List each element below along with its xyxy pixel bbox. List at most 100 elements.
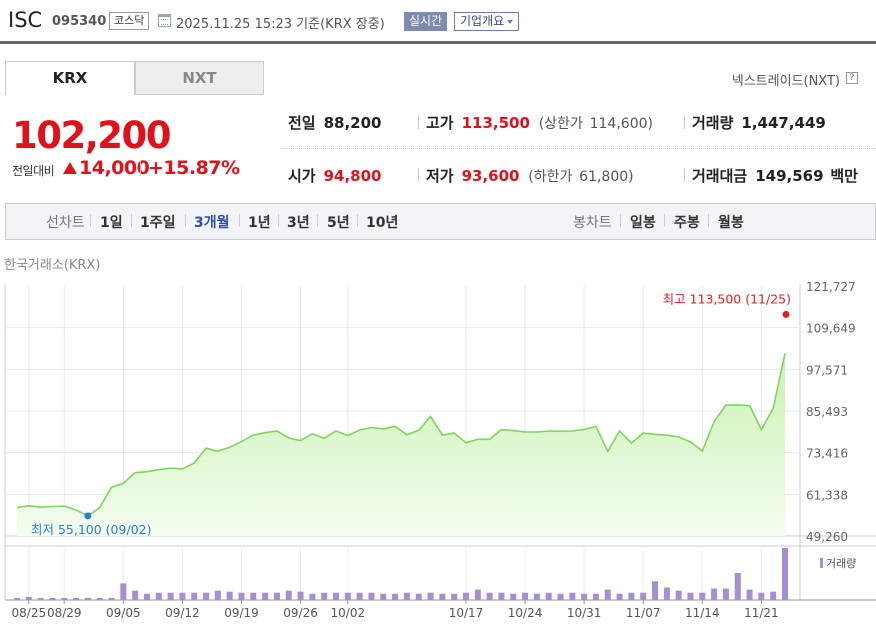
y-tick-label: 85,493 [806,405,848,419]
volume-bar [132,590,139,600]
volume-bar [250,592,257,600]
period-1y[interactable]: 1년 [248,215,271,231]
divider [708,214,709,227]
volume-bar [451,593,458,600]
stat-label: 전일 [288,114,316,132]
volume-bar [273,592,280,600]
volume-bar [403,592,410,600]
divider [620,214,621,227]
volume-bar [699,592,706,600]
candle-chart-label: 봉차트 [573,215,612,231]
x-tick-label: 10/24 [508,606,543,620]
period-1w[interactable]: 1주일 [140,215,176,231]
stock-header [0,0,876,44]
data-source-label: 한국거래소(KRX) [4,258,101,273]
volume-bar [722,588,729,600]
candle-monthly[interactable]: 월봉 [718,215,744,231]
volume-bar [557,593,564,600]
volume-bar [462,592,469,600]
volume-bar [734,572,741,600]
volume-bar [640,592,647,600]
stat-value: 113,500 [461,114,530,132]
line-chart-label: 선차트 [46,215,85,231]
volume-bar [14,597,20,600]
realtime-badge[interactable]: 실시간 [404,12,448,31]
volume-bar [604,589,611,600]
x-tick-label: 10/17 [449,606,484,620]
volume-bar [522,592,529,600]
divider [185,214,186,227]
volume-bar [782,548,788,600]
volume-bar [415,593,422,600]
calendar-icon [158,14,171,27]
tab-krx[interactable]: KRX [5,61,135,95]
divider [357,214,358,227]
volume-bar [155,592,162,600]
max-marker [782,310,790,318]
chevron-down-icon [507,19,514,24]
volume-bar [746,589,753,600]
divider [664,214,665,227]
current-price: 102,200 [12,114,172,157]
period-5y[interactable]: 5년 [327,215,350,231]
period-3y[interactable]: 3년 [287,215,310,231]
volume-bar [108,597,115,600]
volume-bar [439,593,446,600]
volume-bar [533,593,540,600]
x-tick-label: 11/14 [685,606,720,620]
volume-bar [25,596,32,600]
volume-bar [226,591,233,600]
volume-bar [427,592,434,600]
y-tick-label: 109,649 [806,322,856,336]
volume-bar [297,591,304,600]
volume-legend-label: 거래량 [826,557,856,570]
y-tick-label: 121,727 [806,280,856,294]
volume-bar [84,597,91,600]
stat-value: 149,569 [755,167,824,185]
divider [418,168,419,182]
stat-lower-limit-label: (하한가 [528,169,573,185]
volume-bar [321,592,328,600]
stat-label: 시가 [288,167,316,185]
stat-unit: 백만 [830,167,858,185]
divider [317,214,318,227]
candle-weekly[interactable]: 주봉 [674,215,700,231]
volume-bar [356,592,363,600]
price-area [17,353,785,536]
y-tick-label: 73,416 [806,447,848,461]
tab-nxt[interactable]: NXT [135,61,264,95]
volume-bar [238,592,245,600]
period-10y[interactable]: 10년 [366,215,399,231]
volume-bar [285,590,292,600]
volume-bar [770,591,777,600]
stat-amount: 거래대금 149,569 백만 [692,165,858,186]
stat-high: 고가 113,500 (상한가 114,600) [426,112,653,133]
candle-daily[interactable]: 일봉 [630,215,656,231]
stat-value: 88,200 [323,114,382,132]
divider [684,115,685,129]
volume-bar [581,593,588,600]
stat-upper-limit-label: (상한가 [538,116,583,132]
price-line [16,353,786,517]
stat-upper-limit: 114,600) [589,116,653,132]
y-tick-label: 49,260 [806,530,848,544]
period-1d[interactable]: 1일 [100,215,123,231]
company-overview-button[interactable]: 기업개요 [454,12,520,31]
stat-value: 93,600 [461,167,520,185]
x-tick-label: 10/02 [331,606,366,620]
volume-bar [392,593,399,600]
volume-legend-swatch [820,558,823,568]
up-arrow-icon [63,162,77,174]
stat-value: 94,800 [323,167,382,185]
header-datetime: 2025.11.25 15:23 기준(KRX 장중) [176,13,385,32]
help-icon[interactable]: ? [846,72,858,84]
volume-bar [628,592,635,600]
volume-bar [120,583,127,600]
volume-bar [592,593,599,600]
period-3m[interactable]: 3개월 [194,215,230,231]
volume-bar [214,590,221,600]
volume-bar [687,592,694,600]
stat-lower-limit: 61,800) [579,169,634,185]
max-label: 최고 113,500 (11/25) [663,291,791,306]
